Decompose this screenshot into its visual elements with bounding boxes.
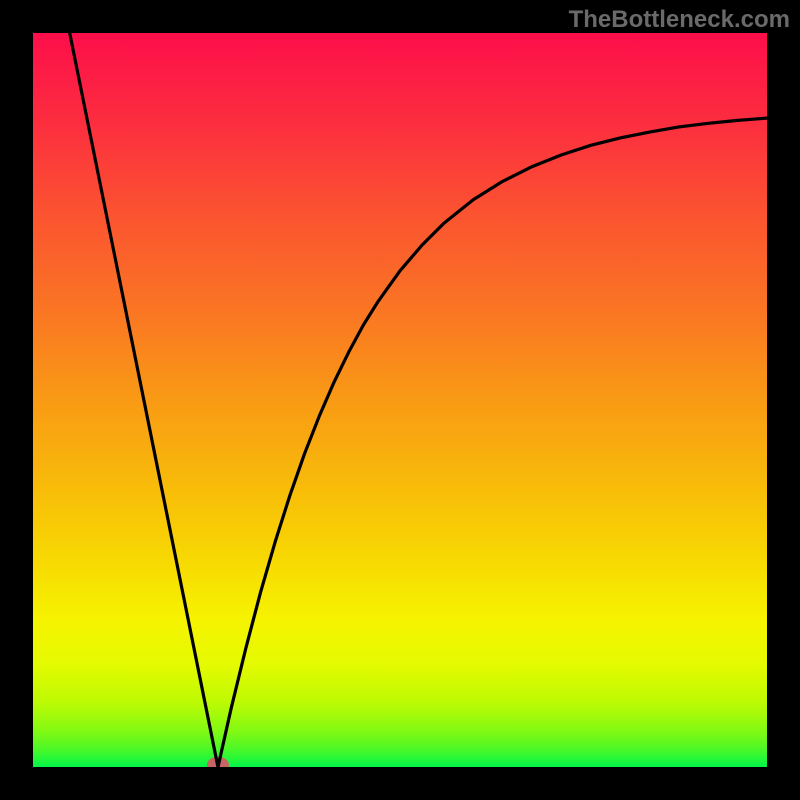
watermark-label: TheBottleneck.com bbox=[569, 6, 790, 34]
bottleneck-chart bbox=[33, 33, 767, 767]
